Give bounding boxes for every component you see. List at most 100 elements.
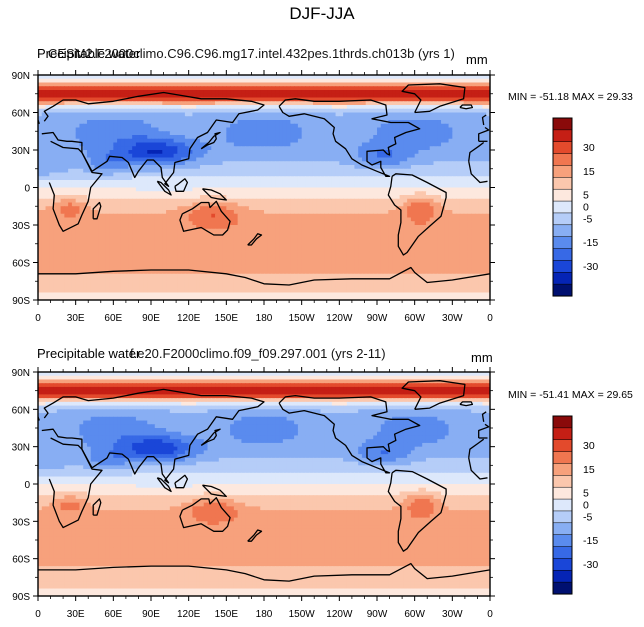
x-tick-label: 150E — [215, 313, 239, 324]
y-tick-label: 30N — [12, 146, 30, 157]
panel-2-min-max: MIN = -51.41 MAX = 29.65 — [508, 389, 633, 401]
panel-2-case-label: f.e20.F2000climo.f09_f09.297.001 (yrs 2-… — [130, 346, 386, 361]
colorbar-swatch — [552, 439, 573, 453]
colorbar-swatch — [552, 236, 573, 250]
colorbar-swatch — [552, 534, 573, 548]
colorbar-swatch — [552, 558, 573, 571]
panel-2-variable-label: Precipitable water — [37, 346, 141, 361]
panel-1-colorbar — [552, 117, 573, 297]
x-tick-label: 60E — [104, 609, 122, 620]
colorbar-tick-label: -30 — [583, 559, 598, 571]
colorbar-swatch — [552, 129, 573, 143]
colorbar-swatch — [552, 283, 573, 297]
colorbar-tick-label: -15 — [583, 535, 598, 547]
coastline-south-america — [387, 469, 447, 552]
coastline-new-guinea — [202, 484, 227, 498]
y-tick-label: 60N — [12, 405, 30, 416]
y-tick-label: 30S — [12, 221, 30, 232]
colorbar-tick-label: 30 — [583, 142, 595, 154]
y-tick-label: 90N — [12, 368, 30, 379]
colorbar-tick-label: -5 — [583, 511, 592, 523]
colorbar-swatch — [552, 486, 573, 500]
figure-title: DJF-JJA — [289, 4, 355, 23]
coastline-antarctica — [38, 562, 490, 582]
panel-1-min-max: MIN = -51.18 MAX = 29.33 — [508, 91, 633, 103]
x-tick-label: 30E — [67, 609, 85, 620]
colorbar-swatch — [552, 141, 573, 155]
y-tick-label: 60S — [12, 259, 30, 270]
coastline-greenland — [401, 380, 466, 410]
panel-1-case-label: CESM2.F2000climo.C96.C96.mg17.intel.432p… — [48, 46, 455, 61]
coastline-madagascar — [92, 498, 102, 516]
x-tick-label: 90W — [367, 313, 388, 324]
x-tick-label: 30E — [67, 313, 85, 324]
x-tick-label: 90E — [142, 609, 160, 620]
coastline-borneo — [174, 474, 189, 489]
x-tick-label: 150E — [215, 609, 239, 620]
coastline-africa — [48, 140, 103, 232]
coastline-africa — [468, 141, 485, 162]
colorbar-swatch — [552, 546, 573, 559]
colorbar-swatch — [552, 177, 573, 190]
x-tick-label: 180 — [256, 313, 273, 324]
colorbar-swatch — [552, 427, 573, 441]
coastline-new-zealand — [247, 529, 263, 542]
colorbar-swatch — [552, 248, 573, 261]
coastline-new-guinea — [202, 188, 227, 201]
y-tick-label: 60S — [12, 555, 30, 566]
coastline-japan — [200, 131, 221, 150]
x-tick-label: 0 — [487, 313, 493, 324]
colorbar-swatch — [552, 212, 573, 226]
colorbar-swatch — [552, 522, 573, 536]
colorbar-swatch — [552, 415, 573, 429]
coastline-australia — [179, 200, 231, 236]
colorbar-swatch — [552, 498, 573, 512]
x-tick-label: 60E — [104, 313, 122, 324]
colorbar-swatch — [552, 260, 573, 273]
colorbar-tick-label: -15 — [583, 237, 598, 249]
x-tick-label: 0 — [487, 609, 493, 620]
y-tick-label: 0 — [24, 184, 30, 195]
x-tick-label: 150W — [289, 609, 316, 620]
y-tick-label: 0 — [24, 480, 30, 491]
coastline-eurasia — [478, 126, 490, 142]
x-tick-label: 30W — [442, 609, 463, 620]
colorbar-swatch — [552, 570, 573, 583]
colorbar-swatch — [552, 165, 573, 178]
coastline-sumatra — [156, 477, 172, 493]
coastline-uk — [481, 411, 487, 422]
colorbar-swatch — [552, 188, 573, 202]
coastline-africa — [468, 457, 488, 480]
colorbar-frame — [552, 415, 573, 595]
panel-2-coastlines — [38, 380, 490, 582]
colorbar-swatch — [552, 117, 573, 131]
x-tick-label: 0 — [35, 609, 41, 620]
x-tick-label: 120E — [177, 313, 201, 324]
coastline-north-america — [278, 394, 421, 474]
panel-1-coastlines — [38, 83, 490, 286]
x-tick-label: 30W — [442, 313, 463, 324]
y-tick-label: 90S — [12, 296, 30, 307]
coastline-eurasia — [41, 91, 265, 187]
colorbar-tick-label: 15 — [583, 464, 595, 476]
y-tick-label: 90N — [12, 71, 30, 82]
panel-1-units: mm — [466, 52, 488, 67]
colorbar-swatch — [552, 153, 573, 167]
coastline-new-zealand — [247, 233, 263, 246]
x-tick-label: 60W — [404, 313, 425, 324]
colorbar-tick-label: 0 — [583, 500, 589, 512]
y-tick-label: 60N — [12, 109, 30, 120]
panel-1-variable-label: Precipitable water — [37, 46, 141, 61]
coastline-africa — [468, 161, 488, 184]
coastline-africa — [48, 437, 103, 529]
colorbar-tick-label: -5 — [583, 213, 592, 225]
colorbar-tick-label: 5 — [583, 190, 589, 202]
coastline-uk — [481, 114, 487, 126]
coastline-australia — [179, 497, 231, 532]
x-tick-label: 90W — [367, 609, 388, 620]
coastline-iceland — [459, 104, 474, 110]
coastline-greenland — [401, 83, 466, 114]
colorbar-swatch — [552, 581, 573, 595]
colorbar-tick-label: 0 — [583, 202, 589, 214]
